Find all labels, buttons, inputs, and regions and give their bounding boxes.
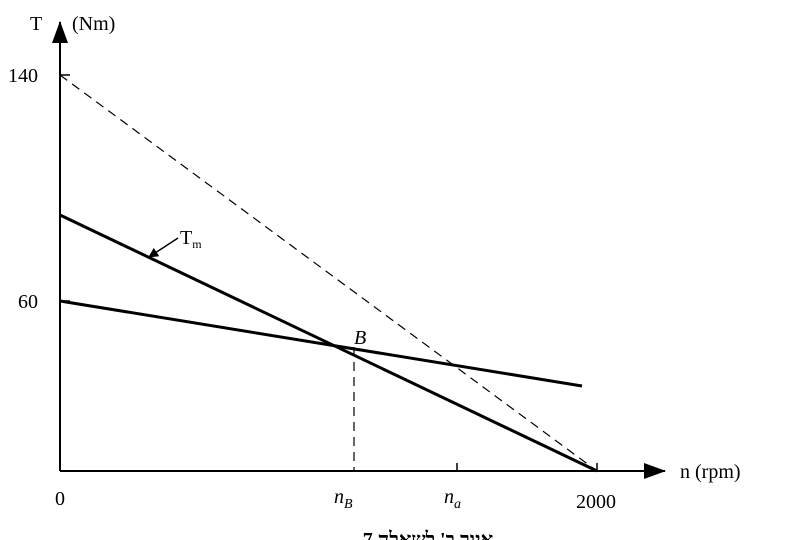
y-tick-label: 60: [18, 291, 38, 313]
x-label: n (rpm): [680, 461, 741, 483]
x-tick-label: nB: [334, 486, 353, 512]
y-tick-label: 140: [8, 65, 38, 87]
curve-label: Tm: [180, 227, 202, 251]
x-tick-label: na: [444, 486, 461, 512]
y-label: T: [30, 13, 42, 35]
origin-label: 0: [55, 488, 65, 510]
y-unit: (Nm): [72, 13, 115, 35]
motor-torque-line: [59, 213, 598, 473]
caption: איור ב' לשאלה 7: [363, 529, 494, 540]
no-load-line: [59, 74, 598, 472]
curve-pointer: [148, 237, 179, 258]
point-label: B: [354, 327, 366, 349]
load-torque-line: [59, 299, 583, 388]
x-tick-label: 2000: [576, 491, 616, 513]
